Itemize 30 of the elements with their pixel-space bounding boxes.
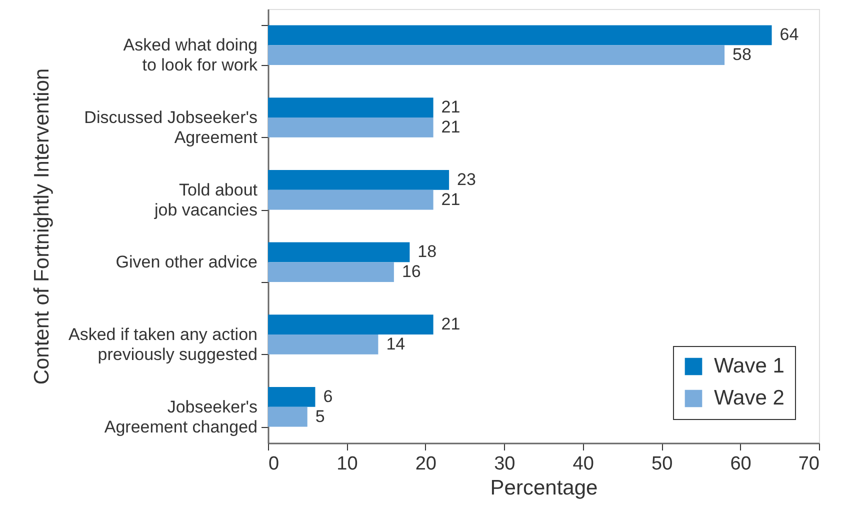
x-tick-label: 20	[415, 454, 436, 474]
data-label: 58	[732, 45, 752, 64]
data-label: 23	[457, 170, 476, 189]
x-tick-label: 40	[572, 454, 594, 474]
data-label: 64	[780, 25, 799, 44]
x-tick-label: 30	[494, 454, 516, 474]
data-label: 6	[323, 386, 333, 406]
x-tick-label: 10	[336, 454, 358, 474]
data-label: 21	[441, 314, 460, 334]
y-tick-label: Discussed Jobseeker's Agreement	[84, 108, 258, 147]
y-axis-title: Content of Fortnightly Intervention	[30, 68, 54, 385]
x-tick-label: 0	[268, 454, 280, 474]
data-label: 14	[386, 334, 406, 354]
y-tick-label: Asked what doing to look for work	[123, 36, 258, 75]
x-tick-label: 50	[652, 454, 673, 474]
data-label: 18	[418, 242, 437, 262]
y-tick-label: Asked if taken any action previously suggested	[68, 325, 258, 364]
data-label: 21	[441, 117, 460, 136]
legend-label: Wave 2	[714, 386, 784, 410]
data-label: 21	[441, 98, 460, 117]
data-label: 5	[315, 406, 325, 426]
x-tick-label: 60	[730, 454, 752, 474]
y-tick-label: Given other advice	[116, 252, 258, 272]
data-label: 21	[441, 190, 460, 209]
x-axis-title: Percentage	[490, 476, 598, 500]
x-tick-label: 70	[798, 454, 820, 474]
data-label: 16	[402, 262, 421, 282]
y-tick-label: Told about job vacancies	[153, 180, 258, 220]
legend-label: Wave 1	[714, 354, 784, 378]
y-tick-label: Jobseeker's Agreement changed	[104, 397, 258, 436]
